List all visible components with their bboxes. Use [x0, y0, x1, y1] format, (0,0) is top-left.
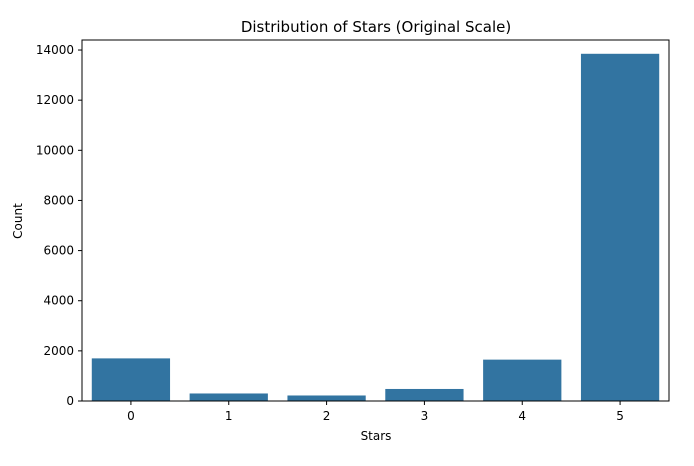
- y-tick-label: 14000: [36, 43, 74, 57]
- x-tick-label: 2: [323, 409, 331, 423]
- bar-1: [189, 393, 268, 401]
- chart-title: Distribution of Stars (Original Scale): [241, 18, 511, 36]
- bar-2: [287, 395, 366, 401]
- x-axis-label: Stars: [361, 429, 392, 443]
- y-tick-label: 6000: [43, 244, 74, 258]
- x-tick-label: 5: [616, 409, 624, 423]
- y-tick-label: 12000: [36, 93, 74, 107]
- x-tick-label: 4: [518, 409, 526, 423]
- bar-5: [580, 53, 660, 401]
- x-tick-label: 1: [225, 409, 233, 423]
- y-axis-label: Count: [11, 203, 25, 239]
- y-tick-label: 4000: [43, 294, 74, 308]
- bar-3: [385, 388, 464, 401]
- bar-4: [483, 359, 562, 401]
- x-axis: 0 1 2 3 4 5: [127, 401, 624, 423]
- x-tick-label: 3: [421, 409, 429, 423]
- axes-frame: [81, 39, 670, 402]
- y-tick-label: 2000: [43, 344, 74, 358]
- y-axis: 0 2000 4000 6000 8000 10000 12000 14000: [36, 43, 82, 408]
- y-tick-label: 0: [66, 394, 74, 408]
- bar-0: [91, 358, 171, 401]
- plot-area: [81, 39, 670, 402]
- y-tick-label: 8000: [43, 193, 74, 207]
- y-tick-label: 10000: [36, 143, 74, 157]
- x-tick-label: 0: [127, 409, 135, 423]
